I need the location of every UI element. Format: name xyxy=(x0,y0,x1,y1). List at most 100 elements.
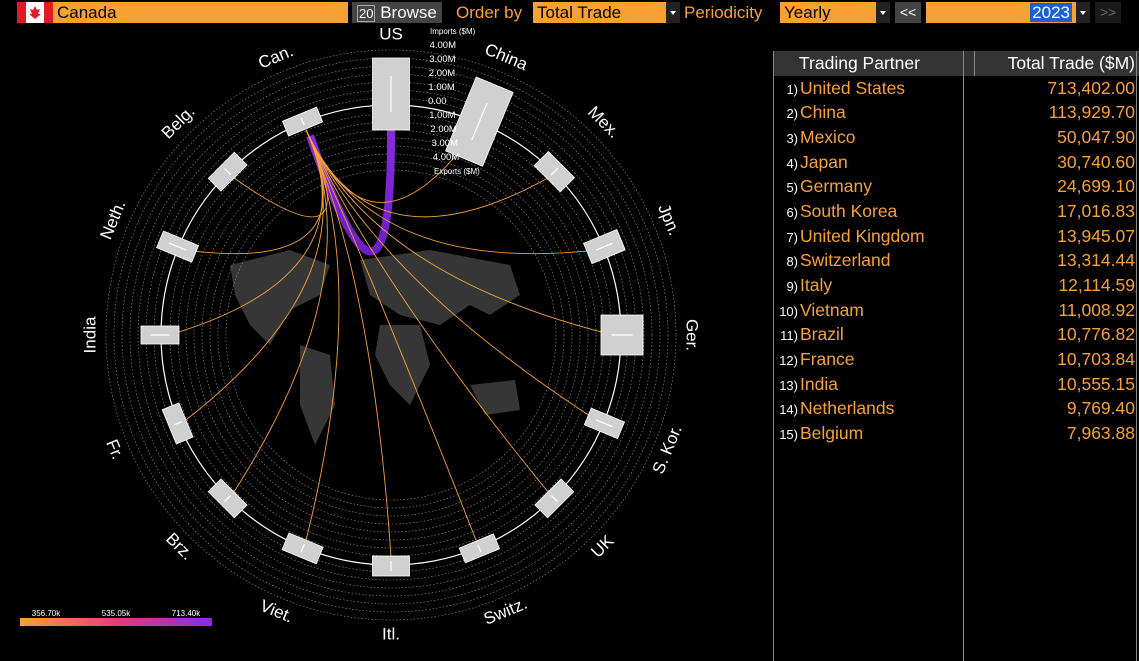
order-by-value: Total Trade xyxy=(537,3,622,22)
table-cell: 17,016.83 xyxy=(1057,200,1135,221)
rank: 5) xyxy=(786,180,798,196)
rank: 13) xyxy=(779,377,798,393)
table-row[interactable]: 2) China 113,929.70 xyxy=(774,100,1139,125)
table-cell: 10) Vietnam xyxy=(774,298,975,323)
order-by-label: Order by xyxy=(456,3,523,22)
table-row[interactable]: 3) Mexico 50,047.90 xyxy=(774,125,1139,150)
table-row[interactable]: 12) France 10,703.84 xyxy=(774,347,1139,372)
scale-label: 4.00M xyxy=(433,152,459,163)
rank: 14) xyxy=(779,402,798,418)
table-row[interactable]: 4) Japan 30,740.60 xyxy=(774,150,1139,175)
table-row[interactable]: 7) United Kingdom 13,945.07 xyxy=(774,224,1139,249)
scale-label: Exports ($M) xyxy=(434,167,480,176)
table-cell: 13,314.44 xyxy=(1057,250,1135,271)
trade-chart: US China Mex. Jpn. Ger. S. Kor. UK Switz. Itl. Vi… xyxy=(20,25,702,643)
partner-name: South Korea xyxy=(800,200,898,221)
partner-name: United States xyxy=(800,77,906,98)
partner-box xyxy=(458,533,501,564)
table-row[interactable]: 11) Brazil 10,776.82 xyxy=(774,323,1139,348)
year-value: 2023 xyxy=(1030,3,1072,22)
partner-label: Neth. xyxy=(96,197,129,242)
box-tick xyxy=(173,421,182,426)
ring xyxy=(113,57,669,613)
scale-label: 1.00M xyxy=(429,110,455,121)
flow-line xyxy=(305,129,392,558)
order-by-dropdown[interactable]: Total Trade xyxy=(533,2,680,23)
prev-button[interactable]: << xyxy=(895,2,921,23)
box-tick xyxy=(550,494,558,502)
partner-box xyxy=(533,150,576,193)
column-header: Trading Partner xyxy=(774,51,976,76)
scale-label: 1.00M xyxy=(428,82,454,93)
box-tick xyxy=(595,242,613,251)
flow-line xyxy=(305,129,597,421)
table-cell: 9) Italy xyxy=(774,273,975,298)
scale-label: 2.00M xyxy=(429,68,455,79)
table-cell: 13,945.07 xyxy=(1057,225,1135,246)
table-row[interactable]: 13) India 10,555.15 xyxy=(774,372,1139,397)
partner-box xyxy=(156,230,200,263)
partner-box xyxy=(534,478,575,519)
rank: 15) xyxy=(779,427,798,443)
table-row[interactable]: 9) Italy 12,114.59 xyxy=(774,273,1139,298)
partner-label: Belg. xyxy=(158,102,199,143)
partner-name: Belgium xyxy=(800,423,864,444)
next-button[interactable]: >> xyxy=(1095,2,1121,23)
table-row[interactable]: 1) United States 713,402.00 xyxy=(774,76,1139,101)
partner-label: Viet. xyxy=(257,596,295,626)
partner-name: Netherlands xyxy=(800,398,895,419)
partner-box xyxy=(372,57,410,131)
table-row[interactable]: 10) Vietnam 11,008.92 xyxy=(774,298,1139,323)
flow-line xyxy=(305,129,340,541)
box-tick xyxy=(477,544,482,553)
table-row[interactable]: 6) South Korea 17,016.83 xyxy=(774,199,1139,224)
browse-button[interactable]: 20 Browse xyxy=(352,2,442,23)
partner-box xyxy=(207,151,248,192)
rank: 10) xyxy=(779,303,798,319)
country-input[interactable]: Canada xyxy=(53,2,348,23)
partner-label: Can. xyxy=(256,41,296,72)
table-cell: 2) China xyxy=(774,100,975,125)
ring xyxy=(105,49,677,621)
table-cell: 10,703.84 xyxy=(1057,349,1135,370)
key-number: 20 xyxy=(357,5,376,22)
rank: 9) xyxy=(786,279,798,295)
column-header: Total Trade ($M) xyxy=(1007,52,1135,73)
partner-name: China xyxy=(800,102,846,123)
table-cell: 13) India xyxy=(774,372,975,397)
partner-box xyxy=(445,76,514,167)
world-map xyxy=(230,250,520,445)
flow-line xyxy=(305,129,597,255)
partner-box xyxy=(281,106,324,137)
table-cell: 6) South Korea xyxy=(774,199,975,224)
scale-label: Imports ($M) xyxy=(430,27,476,36)
table-cell: 3) Mexico xyxy=(774,125,975,150)
table-cell: 12,114.59 xyxy=(1058,275,1135,296)
partner-label: Brz. xyxy=(162,529,197,564)
table-cell: 24,699.10 xyxy=(1057,176,1135,197)
color-scale-label: 535.05k xyxy=(102,609,131,618)
rank: 2) xyxy=(786,106,798,122)
table-row[interactable]: 5) Germany 24,699.10 xyxy=(774,174,1139,199)
table-cell: 113,929.70 xyxy=(1048,102,1135,123)
partner-table: Trading Partner Total Trade ($M) 1) Unite… xyxy=(774,51,1139,446)
year-input[interactable]: 2023 xyxy=(926,2,1090,23)
ring xyxy=(185,129,597,541)
table-header: Trading Partner Total Trade ($M) xyxy=(774,51,1139,76)
flow-line xyxy=(233,129,328,218)
table-border xyxy=(773,51,774,661)
table-row[interactable]: 8) Switzerland 13,314.44 xyxy=(774,249,1139,274)
partner-box xyxy=(140,325,180,345)
partner-label: Mex. xyxy=(584,102,623,141)
partner-label: Ger. xyxy=(683,319,702,351)
rank: 3) xyxy=(786,130,798,146)
box-tick xyxy=(471,102,488,141)
partner-box xyxy=(207,478,248,519)
flow-line xyxy=(168,129,323,336)
flow-line xyxy=(306,129,396,256)
periodicity-dropdown[interactable]: Yearly xyxy=(780,2,890,23)
table-row[interactable]: 14) Netherlands 9,769.40 xyxy=(774,397,1139,422)
table-row[interactable]: 15) Belgium 7,963.88 xyxy=(774,421,1139,446)
partner-label: Fr. xyxy=(102,437,127,463)
